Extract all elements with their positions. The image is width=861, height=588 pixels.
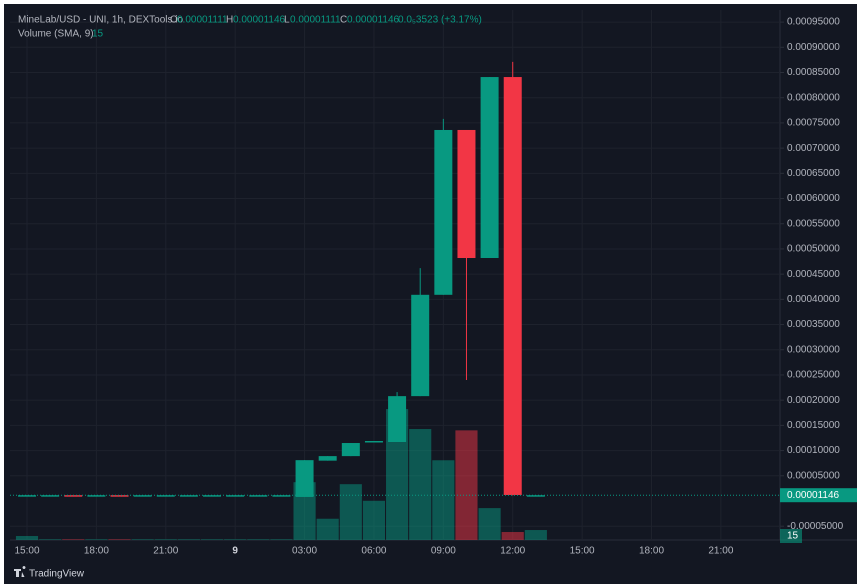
price-tag (780, 488, 857, 503)
candle-body (133, 495, 152, 497)
candle-body (156, 495, 175, 497)
y-tick-label: 0.00025000 (787, 370, 840, 381)
x-tick-label: 21:00 (153, 546, 178, 557)
y-tick-label: 0.00020000 (787, 395, 840, 406)
candle-body (526, 495, 545, 497)
volume-bar (478, 508, 501, 540)
labels: -0.00005000 0.00005000 0.00010000 0.0001500… (10, 17, 857, 557)
brand-name: TradingView (29, 569, 85, 580)
c-value: 0.00001146 (347, 15, 400, 26)
y-tick-label: 0.00065000 (787, 168, 840, 179)
h-value: 0.00001146 (233, 15, 286, 26)
y-tick-label: 0.00095000 (787, 17, 840, 28)
volume-bar (200, 539, 224, 540)
x-tick-label: 9 (232, 546, 238, 557)
volume-bar (15, 536, 39, 540)
volume-bar (455, 430, 478, 540)
volume-bar (339, 484, 362, 540)
volume-bar (501, 532, 524, 540)
volume-bar (524, 530, 547, 540)
candle-body (434, 129, 453, 295)
candle-body (480, 77, 499, 259)
candle-body (318, 456, 337, 461)
volume-bar (316, 518, 339, 540)
y-tick-label: 0.00050000 (787, 244, 840, 255)
volume-tag-text: 15 (787, 531, 799, 542)
change: 0.0₅3523 (+3.17%) (398, 15, 482, 26)
volume-bar (39, 539, 62, 540)
candle-body (249, 495, 268, 497)
candle-body (110, 495, 129, 497)
candle-body (41, 495, 60, 497)
volume-bar (131, 539, 154, 540)
candle-body (411, 294, 430, 397)
candle-body (457, 129, 476, 259)
y-tick-label: 0.00040000 (787, 294, 840, 305)
h-label: H (226, 15, 233, 26)
volume-bar (432, 460, 455, 540)
volume-bar (154, 539, 177, 540)
x-tick-label: 06:00 (361, 546, 386, 557)
y-tick-label: 0.00070000 (787, 143, 840, 154)
candle-body (364, 440, 383, 443)
x-tick-label: 03:00 (292, 546, 317, 557)
y-tick-label: 0.00005000 (787, 470, 840, 481)
x-tick-label: 21:00 (708, 546, 733, 557)
x-tick-label: 15:00 (14, 546, 39, 557)
brand: TradingView (14, 566, 85, 580)
y-tick-label: 0.00080000 (787, 92, 840, 103)
candle-body (226, 495, 245, 497)
candle-body (179, 495, 198, 497)
volume-bar (224, 539, 247, 540)
candle-body (87, 495, 106, 497)
candle-body (341, 443, 360, 457)
candle-body (18, 495, 36, 497)
candle-body (503, 77, 522, 495)
x-tick-label: 09:00 (431, 546, 456, 557)
y-tick-label: 0.00085000 (787, 67, 840, 78)
volume-tag (780, 529, 802, 543)
candles (18, 61, 545, 497)
y-tick-label: 0.00075000 (787, 118, 840, 129)
volume-bar (85, 539, 108, 540)
y-tick-label: 0.00090000 (787, 42, 840, 53)
l-label: L (284, 15, 290, 26)
volume-bar (362, 500, 386, 540)
o-label: O (170, 15, 178, 26)
candle-body (295, 460, 314, 497)
volume-bar (247, 539, 270, 540)
y-tick-label: 0.00030000 (787, 344, 840, 355)
price-tag-text: 0.00001146 (787, 490, 840, 501)
y-tick-label: 0.00035000 (787, 319, 840, 330)
volume-bar (177, 539, 200, 540)
y-tick-label: 0.00060000 (787, 193, 840, 204)
x-tick-label: 12:00 (500, 546, 525, 557)
c-label: C (340, 15, 347, 26)
y-tick-label: 0.00055000 (787, 218, 840, 229)
x-tick-label: 18:00 (84, 546, 109, 557)
volume (15, 409, 547, 540)
logo (14, 566, 26, 577)
x-tick-label: 15:00 (570, 546, 595, 557)
candle-body (388, 396, 407, 443)
o-value: 0.00001111 (177, 15, 228, 26)
candle-body (64, 495, 83, 497)
volume-bar (409, 429, 432, 540)
y-tick-label: 0.00010000 (787, 445, 840, 456)
candle-body (272, 495, 291, 497)
x-tick-label: 18:00 (639, 546, 664, 557)
volume-bar (62, 539, 85, 540)
volume-title: Volume (SMA, 9) (18, 29, 94, 40)
candle-body (203, 495, 222, 497)
l-value: 0.00001111 (290, 15, 341, 26)
volume-value: 15 (92, 29, 104, 40)
volume-bar (270, 539, 293, 540)
volume-bar (108, 539, 131, 540)
y-tick-label: -0.00005000 (787, 521, 844, 532)
symbol: MineLab/USD - UNI, 1h, DEXTools.io (18, 15, 184, 26)
y-tick-label: 0.00045000 (787, 269, 840, 280)
y-tick-label: 0.00015000 (787, 420, 840, 431)
